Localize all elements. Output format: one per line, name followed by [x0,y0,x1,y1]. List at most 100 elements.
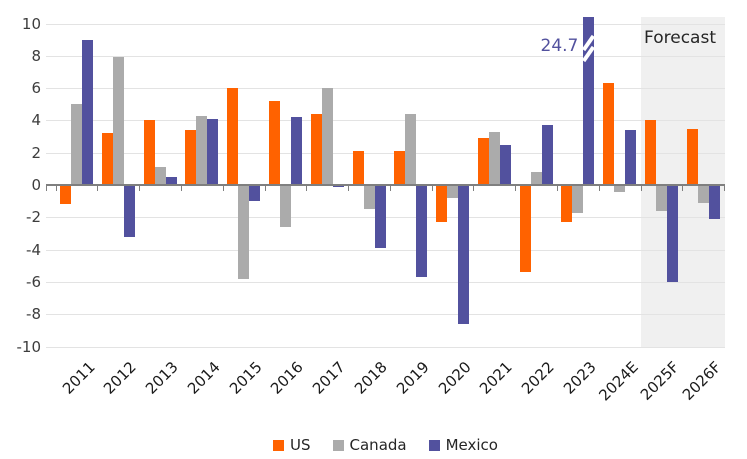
legend-item-mexico: Mexico [428,435,498,454]
clipped-value-annotation: 24.7 [540,36,579,56]
bar-mexico-2011 [82,39,93,185]
bar-canada-2020 [447,185,458,198]
x-axis-tick [306,186,308,191]
legend-swatch-us [273,439,284,451]
x-axis-tick [264,186,266,191]
y-tick-label: -10 [16,337,42,356]
bar-canada-2018 [363,185,375,210]
x-axis-tick [598,186,600,191]
x-axis-tick [55,186,57,191]
bar-us-2022 [519,185,531,273]
bar-us-2015 [227,88,239,185]
bar-canada-2019 [405,113,417,185]
zero-axis-line [46,184,725,186]
x-axis-tick [389,186,391,191]
bar-us-2025f [644,120,656,185]
y-tick-label: 10 [21,14,41,33]
x-axis-tick [222,186,224,191]
gridline [46,250,725,251]
bar-us-2017 [310,113,322,185]
bar-mexico-2013 [165,176,177,185]
x-axis-tick [640,186,642,191]
gridline [46,24,725,25]
y-tick-label: -8 [26,305,41,324]
bar-us-2023 [561,185,573,223]
bar-mexico-2014 [207,118,219,185]
bar-us-2011 [60,185,71,205]
bar-us-2026f [686,128,698,185]
x-axis-tick [139,186,141,191]
x-axis-tick [97,186,99,191]
bar-mexico-2019 [416,185,428,278]
bar-canada-2012 [112,57,124,185]
legend-swatch-canada [332,439,344,451]
y-tick-label: -4 [26,240,41,259]
forecast-label: Forecast [644,28,716,48]
bar-canada-2016 [279,185,291,227]
bar-mexico-2015 [249,185,261,202]
bar-us-2012 [101,133,113,185]
legend-label: Canada [349,435,407,454]
legend-label: Mexico [445,435,498,454]
y-tick-label: 8 [31,46,41,65]
bar-canada-2023 [572,185,584,213]
bar-us-2019 [394,151,406,185]
gridline [46,153,725,154]
gridline [46,347,725,348]
bar-us-2021 [477,138,489,185]
x-axis-tick [515,186,517,191]
legend-swatch-mexico [428,439,440,451]
x-axis-tick [46,186,47,191]
bar-us-2018 [352,151,364,185]
x-axis-tick [724,186,726,191]
bar-us-2013 [143,120,155,185]
bar-canada-2026f [697,185,709,203]
bar-us-2020 [436,185,447,223]
x-axis-tick [473,186,475,191]
bar-mexico-2025f [666,185,678,282]
legend-label: US [290,435,311,454]
y-tick-label: 6 [31,79,41,98]
bar-canada-2024e [614,185,626,192]
gridline [46,120,725,121]
y-tick-label: 2 [31,143,41,162]
bar-canada-2011 [71,104,82,186]
bar-mexico-2023 [583,17,595,185]
gridline [46,314,725,315]
bar-mexico-2022 [541,125,553,185]
bar-canada-2025f [655,185,667,211]
legend: US Canada Mexico [46,433,725,457]
legend-item-us: US [273,435,311,454]
bar-canada-2017 [321,88,333,185]
y-tick-label: -6 [26,272,41,291]
y-tick-label: -2 [26,208,41,227]
gridline [46,88,725,89]
bar-mexico-2021 [499,144,511,185]
x-axis-tick [557,186,558,191]
gridline [46,56,725,57]
bar-canada-2014 [196,115,208,185]
x-axis-tick [348,186,350,191]
bar-canada-2022 [530,172,542,185]
bar-mexico-2026f [708,185,720,219]
y-tick-label: 0 [31,176,41,194]
bar-mexico-2020 [458,185,469,324]
bar-us-2016 [268,101,280,185]
gridline [46,282,725,283]
x-axis-tick [682,186,684,191]
bar-mexico-2024e [625,130,637,185]
x-axis-tick [431,186,433,191]
y-tick-label: 4 [31,111,41,130]
bar-mexico-2016 [290,117,302,185]
bar-canada-2021 [488,131,500,185]
x-axis-tick [180,186,182,191]
bar-canada-2015 [238,185,250,279]
bar-mexico-2018 [374,185,386,248]
bar-us-2024e [603,83,615,185]
gridline [46,217,725,218]
bar-us-2014 [185,130,197,185]
bar-canada-2013 [154,167,166,185]
legend-item-canada: Canada [332,435,407,454]
bar-mexico-2012 [123,185,135,237]
